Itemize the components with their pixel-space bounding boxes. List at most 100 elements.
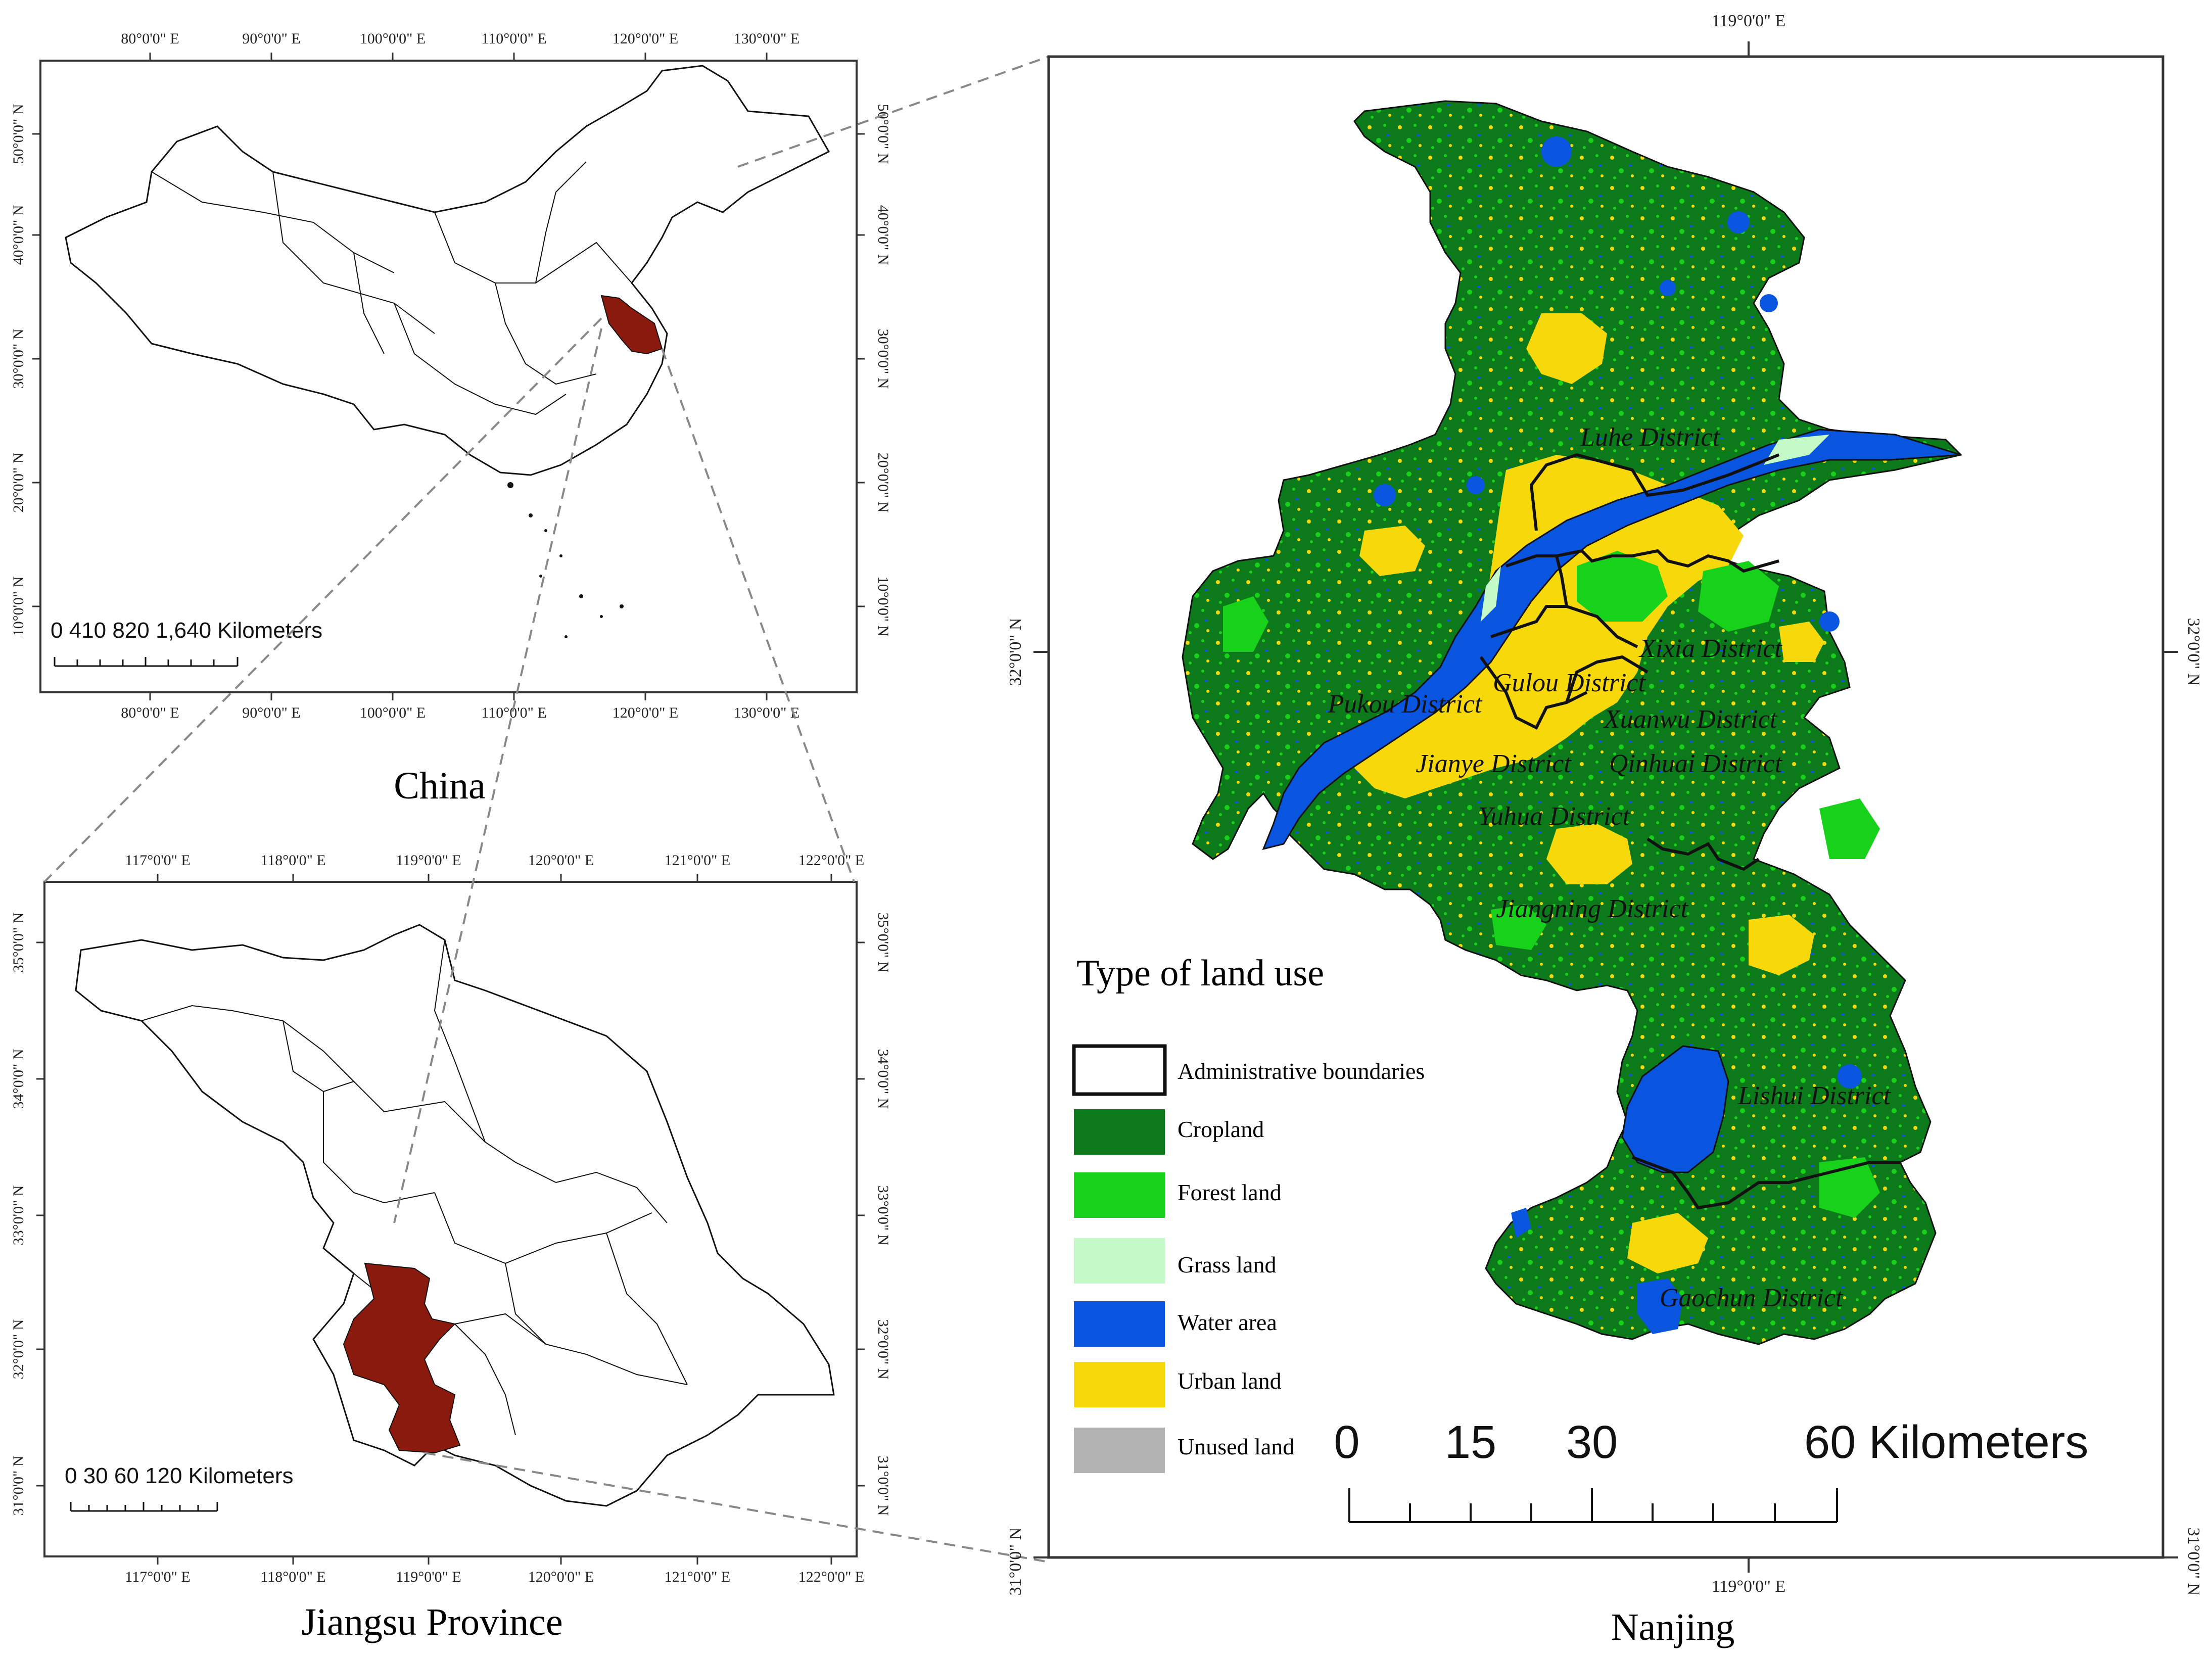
jiangsu-scale-label: 0 30 60 120 Kilometers — [65, 1463, 294, 1488]
jiangsu-left-lat-tick: 31°0'0" N — [10, 1456, 27, 1516]
jiangsu-bottom-lon-tick: 121°0'0" E — [665, 1569, 730, 1585]
district-label-lishui: Lishui District — [1737, 1081, 1891, 1110]
district-label-luhe: Luhe District — [1580, 423, 1720, 452]
scale-label-60-km: 60 Kilometers — [1804, 1416, 2088, 1468]
legend-swatch — [1072, 1044, 1167, 1096]
china-top-lon-tick: 130°0'0" E — [734, 30, 799, 47]
jiangsu-top-lon-tick: 118°0'0" E — [260, 852, 325, 869]
district-label-gulou: Gulou District — [1493, 669, 1646, 697]
legend-label: Cropland — [1178, 1116, 1264, 1142]
jiangsu-bottom-lon-tick: 119°0'0" E — [396, 1569, 461, 1585]
china-scale-bar: 0 410 820 1,640 Kilometers — [51, 618, 322, 667]
district-label-xuanwu: Xuanwu District — [1603, 705, 1778, 734]
nanjing-in-jiangsu-highlight — [343, 1262, 461, 1454]
legend-label: Urban land — [1178, 1368, 1282, 1394]
land-use-legend: Type of land use Administrative boundari… — [1072, 953, 1425, 1473]
district-label-jianye: Jianye District — [1416, 749, 1572, 778]
jiangsu-map-title: Jiangsu Province — [301, 1601, 562, 1643]
china-left-lat-tick: 10°0'0" N — [10, 577, 27, 637]
legend-item-cropland: Cropland — [1074, 1109, 1264, 1155]
china-top-lon-tick: 90°0'0" E — [242, 30, 300, 47]
district-label-qinhuai: Qinhuai District — [1609, 749, 1783, 778]
lake-left — [1511, 1208, 1531, 1238]
china-outline — [65, 65, 830, 476]
nanjing-map-title: Nanjing — [1611, 1606, 1735, 1648]
china-province-lines — [151, 161, 632, 415]
jiangsu-map-panel: 117°0'0" E 118°0'0" E 119°0'0" E 120°0'0… — [10, 852, 891, 1643]
legend-label: Unused land — [1178, 1434, 1294, 1459]
nanjing-scale-bar: 0 15 30 60 Kilometers — [1334, 1416, 2088, 1523]
jiangsu-bottom-lon-tick: 118°0'0" E — [260, 1569, 325, 1585]
china-bottom-lon-tick: 120°0'0" E — [613, 704, 678, 721]
scale-label-30: 30 — [1566, 1416, 1618, 1468]
district-label-gaochun: Gaochun District — [1660, 1284, 1844, 1312]
legend-swatch — [1074, 1172, 1165, 1218]
legend-swatch — [1074, 1428, 1165, 1473]
jiangsu-left-lat-tick: 33°0'0" N — [10, 1186, 27, 1246]
jiangsu-outline — [75, 924, 835, 1507]
jiangsu-left-lat-tick: 32°0'0" N — [10, 1319, 27, 1380]
china-scale-label: 0 410 820 1,640 Kilometers — [51, 618, 322, 643]
jiangsu-right-lat-tick: 31°0'0" N — [875, 1456, 891, 1516]
legend-title: Type of land use — [1076, 953, 1324, 994]
china-map-panel: 80°0'0" E 90°0'0" E 100°0'0" E 110°0'0" … — [10, 30, 891, 807]
nanjing-bottom-lon-tick: 119°0'0" E — [1712, 1577, 1786, 1596]
nanjing-left-bottom-lat-tick: 31°0'0" N — [1006, 1528, 1025, 1596]
nanjing-top-lon-tick: 119°0'0" E — [1712, 12, 1786, 30]
water-ponds — [1374, 136, 1862, 1089]
china-right-lat-tick: 30°0'0" N — [875, 329, 891, 389]
shijiu-lake — [1621, 1045, 1729, 1173]
grass-river-edge — [1481, 435, 1829, 622]
scale-label-0: 0 — [1334, 1416, 1359, 1468]
china-top-lon-tick: 80°0'0" E — [121, 30, 179, 47]
china-bottom-lon-tick: 80°0'0" E — [121, 704, 179, 721]
china-left-lat-tick: 40°0'0" N — [10, 205, 27, 265]
jiangsu-top-lon-tick: 117°0'0" E — [125, 852, 190, 869]
legend-label: Administrative boundaries — [1178, 1058, 1425, 1084]
jiangsu-left-lat-tick: 35°0'0" N — [10, 913, 27, 973]
legend-swatch — [1074, 1301, 1165, 1347]
legend-swatch — [1074, 1362, 1165, 1407]
jiangsu-scale-bar: 0 30 60 120 Kilometers — [65, 1463, 294, 1512]
china-right-lat-tick: 50°0'0" N — [875, 104, 891, 164]
china-map-ticks — [32, 53, 865, 700]
jiangsu-top-lon-tick: 119°0'0" E — [396, 852, 461, 869]
jiangsu-right-lat-tick: 35°0'0" N — [875, 913, 891, 973]
jiangsu-right-lat-tick: 33°0'0" N — [875, 1186, 891, 1246]
jiangsu-left-lat-tick: 34°0'0" N — [10, 1049, 27, 1109]
china-left-lat-tick: 20°0'0" N — [10, 453, 27, 513]
legend-item-grass-land: Grass land — [1074, 1238, 1276, 1284]
gucheng-lake — [1637, 1279, 1683, 1334]
china-bottom-lon-tick: 130°0'0" E — [734, 704, 799, 721]
nanjing-left-lat-tick: 32°0'0" N — [1006, 618, 1025, 686]
china-map-title: China — [394, 765, 486, 807]
china-right-lat-tick: 40°0'0" N — [875, 205, 891, 265]
nanjing-right-lat-tick: 32°0'0" N — [2184, 618, 2203, 686]
yangtze-river — [1262, 429, 1961, 850]
legend-label: Grass land — [1178, 1252, 1276, 1278]
china-right-lat-tick: 10°0'0" N — [875, 577, 891, 637]
jiangsu-top-lon-tick: 121°0'0" E — [665, 852, 730, 869]
china-left-lat-tick: 30°0'0" N — [10, 329, 27, 389]
china-left-lat-tick: 50°0'0" N — [10, 104, 27, 164]
district-label-pukou: Pukou District — [1328, 690, 1483, 719]
legend-item-unused-land: Unused land — [1074, 1428, 1294, 1473]
legend-item-forest-land: Forest land — [1074, 1172, 1282, 1218]
china-top-lon-tick: 120°0'0" E — [613, 30, 678, 47]
jiangsu-right-lat-tick: 34°0'0" N — [875, 1049, 891, 1109]
jiangsu-map-ticks — [36, 874, 865, 1565]
nanjing-map-ticks — [1033, 41, 2178, 1573]
district-label-xixia: Xixia District — [1638, 634, 1782, 663]
jiangsu-right-lat-tick: 32°0'0" N — [875, 1319, 891, 1380]
district-label-yuhua: Yuhua District — [1478, 802, 1631, 831]
china-top-lon-tick: 110°0'0" E — [481, 30, 546, 47]
jiangsu-in-china-highlight — [600, 295, 663, 355]
legend-swatch — [1074, 1238, 1165, 1284]
nanjing-right-bottom-lat-tick: 31°0'0" N — [2184, 1528, 2203, 1596]
china-right-lat-tick: 20°0'0" N — [875, 453, 891, 513]
district-boundaries — [1479, 453, 1900, 1210]
jiangsu-bottom-lon-tick: 117°0'0" E — [125, 1569, 190, 1585]
jiangsu-top-lon-tick: 120°0'0" E — [528, 852, 594, 869]
urban-land-patches — [1354, 313, 1824, 1273]
